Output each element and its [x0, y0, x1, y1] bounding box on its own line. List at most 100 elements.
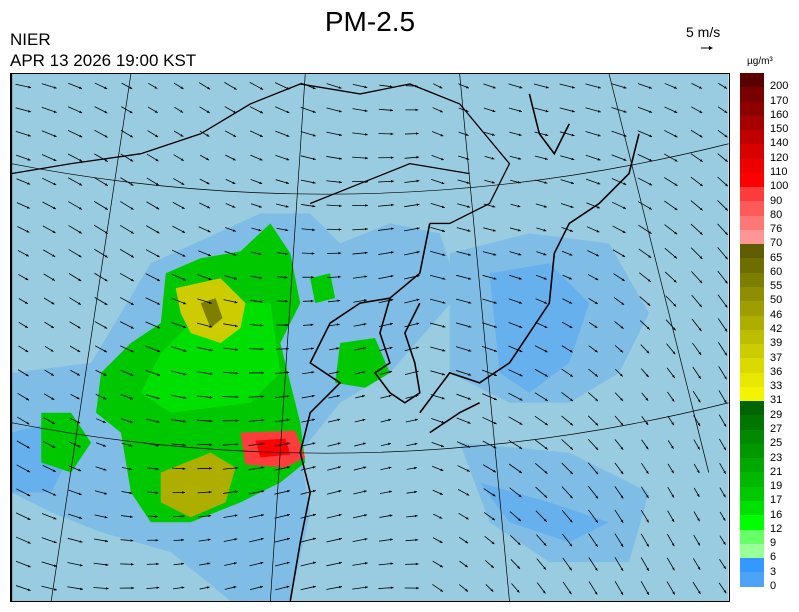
wind-arrowhead — [620, 471, 624, 475]
wind-arrowhead — [336, 347, 340, 350]
wind-arrowhead — [27, 541, 31, 544]
wind-arrowhead — [416, 346, 419, 350]
wind-arrowhead — [336, 394, 340, 398]
wind-arrowhead — [569, 567, 572, 571]
wind-arrowhead — [594, 325, 598, 328]
wind-arrowhead — [364, 251, 368, 255]
concentration-field — [11, 213, 649, 601]
legend-swatch — [740, 500, 764, 516]
wind-arrowhead — [724, 183, 728, 187]
wind-arrowhead — [569, 495, 573, 499]
wind-arrowhead — [104, 302, 108, 305]
wind-arrowhead — [53, 493, 57, 496]
wind-arrowhead — [674, 134, 678, 138]
wind-arrowhead — [52, 230, 56, 233]
wind-arrowhead — [130, 349, 134, 353]
wind-arrowhead — [649, 182, 653, 186]
wind-arrowhead — [28, 109, 31, 113]
wind-arrowhead — [235, 419, 239, 422]
wind-arrowhead — [27, 134, 31, 137]
wind-arrowhead — [80, 587, 83, 591]
wind-arrowhead — [416, 298, 420, 302]
wind-arrowhead — [543, 277, 547, 280]
wind-arrowhead — [261, 466, 265, 469]
wind-arrowhead — [287, 466, 291, 469]
legend-swatch — [740, 187, 764, 202]
wind-arrowhead — [181, 182, 185, 185]
wind-arrowhead — [53, 134, 57, 137]
wind-arrowhead — [260, 347, 264, 351]
wind-arrowhead — [79, 183, 83, 186]
color-legend: 200 170 160 150 140 120 110 100 90 80 76 70 65 60 55 50… — [740, 73, 788, 592]
wind-arrowhead — [233, 134, 237, 137]
wind-arrowhead — [390, 298, 394, 302]
wind-arrowhead — [208, 253, 212, 257]
wind-arrowhead — [544, 422, 548, 426]
wind-arrowhead — [260, 585, 263, 589]
wind-arrowhead — [416, 179, 420, 183]
pm25-map[interactable] — [10, 73, 730, 602]
wind-arrowhead — [312, 110, 316, 113]
wind-arrowhead — [595, 398, 599, 402]
wind-arrowhead — [286, 561, 290, 565]
wind-arrowhead — [338, 466, 342, 469]
wind-arrowhead — [440, 133, 444, 137]
wind-arrowhead — [544, 470, 548, 474]
wind-arrowhead — [182, 467, 186, 470]
wind-arrowhead — [620, 325, 624, 329]
wind-arrowhead — [440, 157, 444, 161]
wind-arrowhead — [414, 418, 418, 422]
wind-arrowhead — [390, 275, 394, 278]
legend-swatch — [740, 101, 764, 116]
wind-arrowhead — [724, 352, 727, 356]
legend-label: 9 — [770, 537, 777, 550]
wind-arrowhead — [260, 537, 264, 541]
wind-arrowhead — [259, 158, 263, 161]
wind-arrowhead — [129, 420, 133, 423]
wind-arrowhead — [492, 469, 496, 473]
wind-arrowhead — [391, 203, 394, 207]
wind-arrowhead — [390, 108, 394, 112]
wind-arrowhead — [129, 134, 133, 138]
wind-arrowhead — [492, 229, 496, 232]
wind-arrowhead — [234, 514, 238, 517]
legend-swatch — [740, 358, 764, 373]
wind-arrowhead — [259, 181, 263, 184]
wind-arrowhead — [365, 586, 368, 589]
wind-arrowhead — [439, 492, 443, 495]
wind-arrowhead — [543, 566, 546, 570]
wind-arrowhead — [724, 376, 727, 380]
wind-arrowhead — [594, 301, 598, 304]
wind-arrowhead — [465, 516, 469, 520]
wind-arrowhead — [27, 158, 31, 161]
wind-arrowhead — [621, 278, 625, 281]
wind-arrowhead — [519, 109, 522, 113]
wind-arrowhead — [544, 325, 548, 328]
wind-arrowhead — [79, 86, 83, 89]
wind-arrowhead — [180, 86, 184, 89]
wind-arrowhead — [79, 158, 83, 162]
wind-arrowhead — [647, 279, 651, 282]
wind-arrowhead — [79, 516, 83, 519]
wind-arrowhead — [518, 470, 522, 474]
wind-arrowhead — [285, 323, 289, 327]
wind-scale-label: 5 m/s — [686, 24, 721, 40]
legend-label: 33 — [770, 380, 783, 393]
wind-arrowhead — [570, 398, 573, 402]
wind-arrowhead — [130, 563, 134, 566]
wind-arrowhead — [208, 277, 212, 280]
wind-arrowhead — [128, 467, 132, 471]
wind-arrowhead — [492, 109, 496, 113]
wind-arrowhead — [390, 562, 394, 565]
wind-arrowhead — [723, 566, 726, 570]
wind-arrowhead — [207, 538, 211, 542]
wind-arrowhead — [724, 134, 728, 138]
wind-arrowhead — [104, 515, 108, 519]
wind-arrowhead — [623, 110, 627, 113]
legend-swatch — [740, 515, 764, 530]
legend-label: 29 — [770, 408, 783, 421]
wind-arrowhead — [25, 253, 29, 257]
wind-arrowhead — [156, 586, 160, 590]
wind-arrowhead — [285, 299, 288, 303]
wind-arrowhead — [569, 543, 573, 547]
